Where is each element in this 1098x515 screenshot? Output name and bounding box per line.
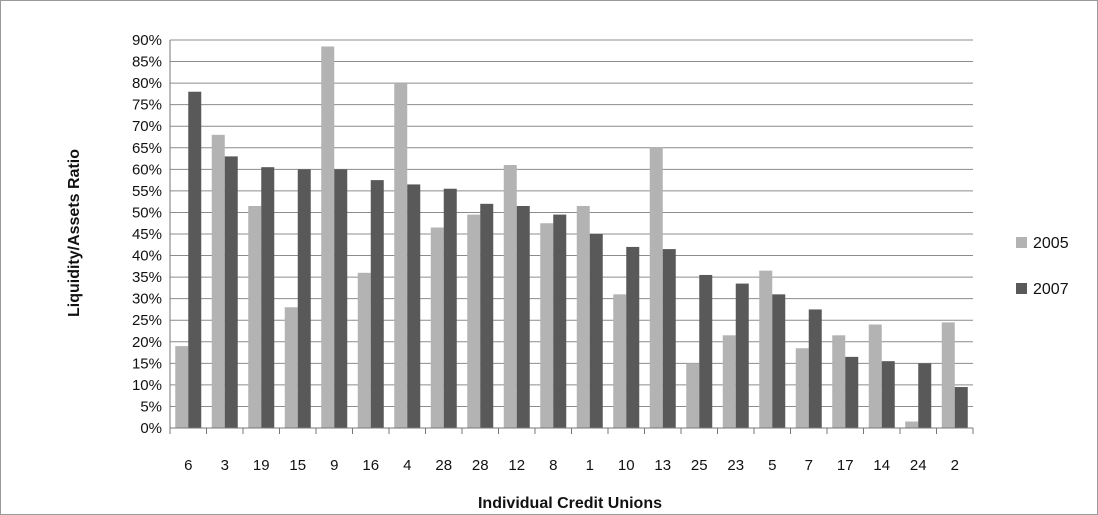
y-tick-label: 10%: [132, 377, 162, 394]
y-tick-label: 80%: [132, 75, 162, 92]
y-tick-label: 35%: [132, 269, 162, 286]
y-tick-label: 70%: [132, 118, 162, 135]
y-tick-label: 85%: [132, 54, 162, 71]
bar-2007-19: [261, 167, 275, 428]
y-tick-label: 75%: [132, 97, 162, 114]
x-tick-label: 15: [289, 457, 306, 474]
x-tick-label: 24: [910, 457, 927, 474]
y-axis-title: Liquidity/Assets Ratio: [66, 149, 83, 317]
x-tick-labels: 6 3 19 15 9 16 4 28 28 12 8 1 10 13 25 23 5 7 17 14 24 2: [184, 457, 959, 474]
bar-2007-6: [188, 91, 202, 428]
x-tick-label: 19: [253, 457, 270, 474]
x-tick-label: 10: [618, 457, 635, 474]
y-tick-label: 45%: [132, 226, 162, 243]
bar-2005-9: [321, 46, 335, 428]
bar-2007-3: [224, 156, 238, 428]
y-tick-label: 65%: [132, 140, 162, 157]
bar-2005-8: [540, 223, 554, 428]
x-tick-label: 23: [727, 457, 744, 474]
x-tick-label: 6: [184, 457, 192, 474]
axes: [169, 40, 974, 434]
bar-2007-8: [553, 214, 567, 428]
x-tick-label: 12: [508, 457, 525, 474]
bar-2007-1: [589, 234, 603, 428]
bar-2005-10: [613, 294, 627, 428]
y-tick-label: 40%: [132, 248, 162, 265]
bar-2005-6: [175, 346, 189, 428]
x-tick-label: 17: [837, 457, 854, 474]
bar-2007-9: [334, 169, 348, 429]
x-tick-label: 7: [805, 457, 813, 474]
bar-2007-28: [480, 203, 494, 428]
y-tick-label: 20%: [132, 334, 162, 351]
bar-2005-1: [576, 205, 590, 428]
legend-label-2007: 2007: [1033, 281, 1069, 298]
x-tick-label: 9: [330, 457, 338, 474]
y-tick-label: 90%: [132, 32, 162, 49]
bar-2005-28: [430, 227, 444, 428]
bar-2007-7: [808, 309, 822, 428]
bar-2007-12: [516, 205, 530, 428]
x-tick-label: 4: [403, 457, 411, 474]
bars: [175, 46, 968, 429]
bar-2007-28: [443, 188, 457, 428]
x-tick-label: 1: [586, 457, 594, 474]
x-tick-label: 14: [873, 457, 890, 474]
legend-label-2005: 2005: [1033, 235, 1069, 252]
bar-2005-14: [868, 324, 882, 428]
bar-2007-10: [626, 246, 640, 428]
y-tick-labels: 0% 5% 10% 15% 20% 25% 30% 35% 40% 45% 50% 55% 60% 65%…: [132, 32, 162, 437]
legend-swatch-2005: [1016, 237, 1027, 248]
bar-2007-25: [699, 274, 713, 428]
bar-2007-14: [881, 361, 895, 428]
x-tick-label: 25: [691, 457, 708, 474]
y-tick-label: 0%: [140, 420, 162, 437]
y-tick-label: 60%: [132, 161, 162, 178]
bar-2005-12: [503, 165, 517, 428]
bar-2005-7: [795, 348, 809, 428]
bar-2005-17: [832, 335, 846, 428]
bar-2007-2: [954, 387, 968, 428]
bar-2005-24: [905, 421, 919, 428]
x-axis-title: Individual Credit Unions: [478, 495, 662, 512]
y-tick-label: 15%: [132, 355, 162, 372]
legend: 2005 2007: [1016, 235, 1069, 298]
bar-2005-16: [357, 272, 371, 428]
y-tick-label: 30%: [132, 291, 162, 308]
x-tick-label: 8: [549, 457, 557, 474]
bar-2005-4: [394, 83, 408, 428]
bar-2007-15: [297, 169, 311, 429]
bar-2007-24: [918, 363, 932, 428]
bar-2007-17: [845, 356, 859, 428]
bar-2007-5: [772, 294, 786, 428]
x-tick-label: 3: [221, 457, 229, 474]
x-tick-label: 28: [435, 457, 452, 474]
bar-2007-23: [735, 283, 749, 428]
x-tick-label: 13: [654, 457, 671, 474]
x-tick-label: 16: [362, 457, 379, 474]
bar-2005-19: [248, 205, 262, 428]
y-tick-label: 5%: [140, 398, 162, 415]
x-tick-label: 28: [472, 457, 489, 474]
y-tick-label: 55%: [132, 183, 162, 200]
bar-2005-28: [467, 214, 481, 428]
y-tick-label: 25%: [132, 312, 162, 329]
x-tick-label: 2: [951, 457, 959, 474]
bar-2005-25: [686, 363, 700, 428]
bar-2007-13: [662, 249, 676, 428]
x-tick-label: 5: [768, 457, 776, 474]
bar-2007-16: [370, 180, 384, 428]
bar-2005-3: [211, 134, 225, 428]
legend-swatch-2007: [1016, 283, 1027, 294]
bar-2005-2: [941, 322, 955, 428]
bar-2005-23: [722, 335, 736, 428]
bar-2005-5: [759, 270, 773, 428]
bar-2005-13: [649, 147, 663, 428]
bar-2007-4: [407, 184, 421, 428]
bar-2005-15: [284, 307, 298, 428]
y-tick-label: 50%: [132, 204, 162, 221]
